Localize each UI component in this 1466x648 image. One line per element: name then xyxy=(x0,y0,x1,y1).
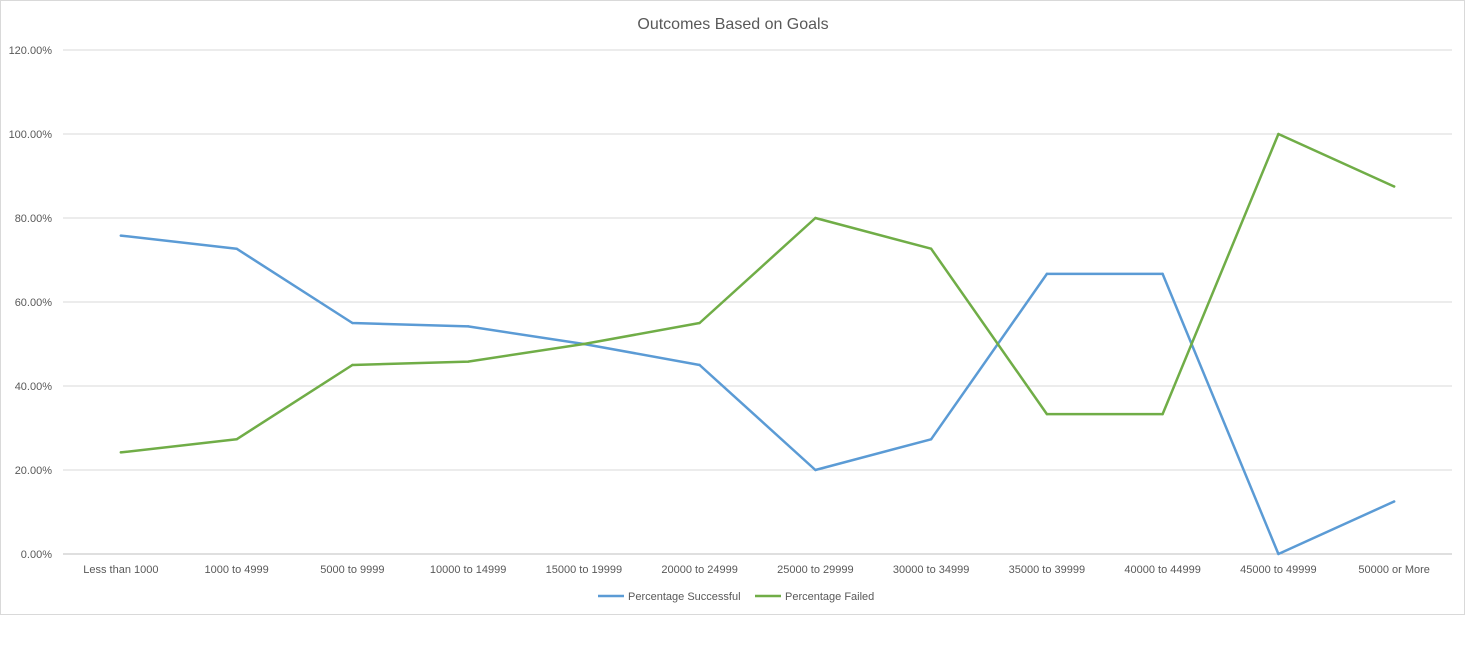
data-point xyxy=(466,325,470,328)
data-point xyxy=(351,363,354,367)
data-point xyxy=(582,342,586,346)
data-point xyxy=(929,438,933,441)
data-point xyxy=(466,360,470,363)
y-tick-label: 120.00% xyxy=(9,45,53,57)
y-tick-label: 60.00% xyxy=(15,297,53,309)
data-point xyxy=(1161,412,1164,416)
data-point xyxy=(1045,272,1049,276)
data-point xyxy=(814,216,817,220)
data-point xyxy=(119,451,123,454)
legend: Percentage Successful Percentage Failed xyxy=(598,591,874,603)
x-tick-label: 5000 to 9999 xyxy=(320,564,384,576)
data-point xyxy=(698,321,701,325)
y-tick-label: 80.00% xyxy=(15,213,53,225)
x-tick-label: 50000 or More xyxy=(1358,564,1430,576)
data-point xyxy=(235,247,238,250)
legend-label: Percentage Successful xyxy=(628,591,741,603)
data-point xyxy=(235,438,238,441)
x-tick-label: 40000 to 44999 xyxy=(1124,564,1200,576)
data-point xyxy=(351,321,354,325)
x-tick-label: 45000 to 49999 xyxy=(1240,564,1316,576)
data-point xyxy=(929,247,933,250)
y-tick-label: 40.00% xyxy=(15,381,53,393)
data-point xyxy=(1392,500,1396,503)
data-point xyxy=(1161,272,1164,276)
series-lines xyxy=(119,132,1396,556)
x-tick-label: 10000 to 14999 xyxy=(430,564,506,576)
line-chart: Outcomes Based on Goals 0.00% 20.00% 40.00… xyxy=(9,16,1452,603)
x-tick-label: 1000 to 4999 xyxy=(205,564,269,576)
y-tick-label: 20.00% xyxy=(15,465,53,477)
series-line-successful xyxy=(119,234,1396,556)
x-tick-label: 30000 to 34999 xyxy=(893,564,969,576)
x-tick-label: 15000 to 19999 xyxy=(546,564,622,576)
y-tick-label: 0.00% xyxy=(21,549,52,561)
series-line-failed xyxy=(119,132,1396,454)
chart-frame: Outcomes Based on Goals 0.00% 20.00% 40.00… xyxy=(0,0,1465,615)
gridlines xyxy=(63,49,1452,555)
data-point xyxy=(1277,552,1280,556)
chart-title: Outcomes Based on Goals xyxy=(637,16,828,33)
data-point xyxy=(814,468,817,472)
x-tick-label: 35000 to 39999 xyxy=(1009,564,1085,576)
data-point xyxy=(1045,412,1049,416)
data-point xyxy=(698,363,701,367)
x-axis: Less than 1000 1000 to 4999 5000 to 9999 10… xyxy=(83,564,1430,576)
y-axis: 0.00% 20.00% 40.00% 60.00% 80.00% 100.00% 120.… xyxy=(9,45,53,561)
y-tick-label: 100.00% xyxy=(9,129,53,141)
x-tick-label: Less than 1000 xyxy=(83,564,158,576)
data-point xyxy=(1277,132,1280,136)
x-tick-label: 25000 to 29999 xyxy=(777,564,853,576)
data-point xyxy=(119,234,123,237)
data-point xyxy=(1392,185,1396,188)
legend-label: Percentage Failed xyxy=(785,591,874,603)
x-tick-label: 20000 to 24999 xyxy=(661,564,737,576)
